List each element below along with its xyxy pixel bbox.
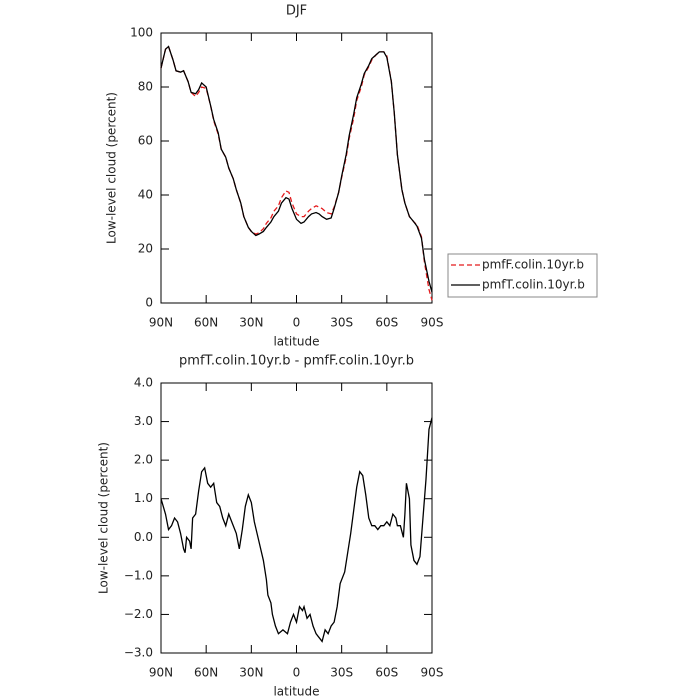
x-axis-label: latitude: [273, 335, 319, 349]
x-tick-label: 90N: [149, 666, 173, 680]
y-tick-label: 20: [138, 242, 153, 256]
x-tick-label: 90N: [149, 316, 173, 330]
y-tick-label: 4.0: [134, 376, 153, 390]
plot-frame: [160, 382, 433, 654]
data-line: [160, 417, 433, 643]
y-tick-label: 60: [138, 134, 153, 148]
legend-box: [447, 253, 598, 298]
x-tick-label: 30S: [330, 666, 353, 680]
x-tick-label: 90S: [421, 666, 444, 680]
x-tick-label: 60N: [194, 316, 218, 330]
x-tick-label: 60S: [375, 666, 398, 680]
x-tick-label: 30S: [330, 316, 353, 330]
x-tick-label: 0: [293, 316, 301, 330]
y-axis-label: Low-level cloud (percent): [97, 442, 111, 594]
x-tick-label: 0: [293, 666, 301, 680]
x-tick-label: 30N: [239, 666, 263, 680]
x-tick-label: 60N: [194, 666, 218, 680]
y-axis-label: Low-level cloud (percent): [105, 92, 119, 244]
chart-title: pmfT.colin.10yr.b - pmfF.colin.10yr.b: [179, 354, 414, 369]
y-tick-label: −2.0: [124, 607, 153, 621]
x-tick-label: 30N: [239, 316, 263, 330]
chart-title: DJF: [286, 4, 307, 19]
y-tick-label: 80: [138, 80, 153, 94]
y-tick-label: 1.0: [134, 491, 153, 505]
legend-label: pmfT.colin.10yr.b: [482, 278, 585, 292]
x-tick-label: 60S: [375, 316, 398, 330]
y-tick-label: 100: [130, 26, 153, 40]
x-axis-label: latitude: [273, 685, 319, 699]
data-line: [160, 45, 433, 301]
x-tick-label: 90S: [421, 316, 444, 330]
legend-label: pmfF.colin.10yr.b: [482, 258, 584, 272]
y-tick-label: 2.0: [134, 453, 153, 467]
y-tick-label: 3.0: [134, 414, 153, 428]
plot-frame: [160, 32, 433, 304]
data-line: [160, 45, 433, 293]
y-tick-label: 0: [145, 296, 153, 310]
y-tick-label: 0.0: [134, 530, 153, 544]
y-tick-label: −3.0: [124, 646, 153, 660]
y-tick-label: 40: [138, 188, 153, 202]
y-tick-label: −1.0: [124, 568, 153, 582]
